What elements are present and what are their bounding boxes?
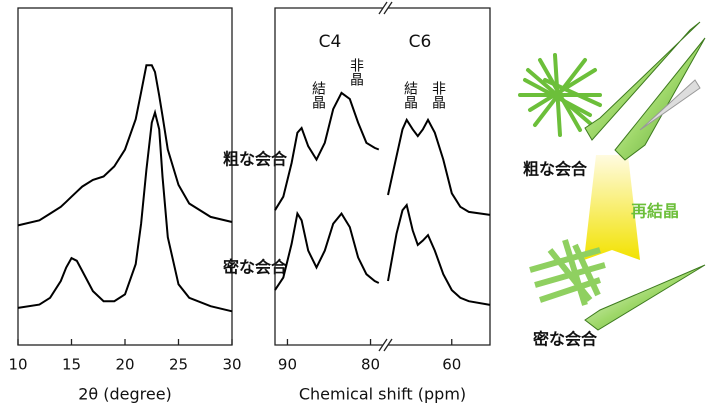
x-tick-label: 20 xyxy=(115,356,134,374)
large-crystals xyxy=(585,22,705,160)
annotation: C6 xyxy=(409,32,432,52)
x-tick-label: 30 xyxy=(222,356,241,374)
series-label: 密な会合 xyxy=(222,258,288,277)
series-label: 粗な会合 xyxy=(223,150,288,169)
dense-crystal xyxy=(585,265,705,330)
annotation: 非晶 xyxy=(430,81,446,109)
x-tick-label: 25 xyxy=(169,356,188,374)
illustration-label: 粗な会合 xyxy=(523,160,588,179)
annotation: 非晶 xyxy=(348,58,364,86)
x-axis-title: 2θ (degree) xyxy=(78,385,172,404)
dense-bundle xyxy=(530,240,605,305)
loose-bundle xyxy=(520,55,600,135)
x-axis-title: Chemical shift (ppm) xyxy=(299,385,466,404)
curve xyxy=(18,113,232,312)
annotation: 結晶 xyxy=(402,81,418,109)
illustration-label: 再結晶 xyxy=(631,202,679,221)
x-tick-label: 60 xyxy=(442,356,461,374)
x-tick-label: 10 xyxy=(8,356,27,374)
x-tick-label: 90 xyxy=(278,356,297,374)
x-tick-label: 80 xyxy=(361,356,380,374)
annotation: 結晶 xyxy=(310,81,326,109)
figure: 10 15 20 25 30 2θ (degree) 粗な会合密な会合 90 80 60 Chemi… xyxy=(0,0,714,409)
curve xyxy=(275,205,490,305)
illustration-label: 密な会合 xyxy=(532,330,598,349)
annotation: C4 xyxy=(319,32,342,52)
curve xyxy=(275,93,490,215)
curve xyxy=(18,65,232,225)
x-tick-label: 15 xyxy=(62,356,81,374)
